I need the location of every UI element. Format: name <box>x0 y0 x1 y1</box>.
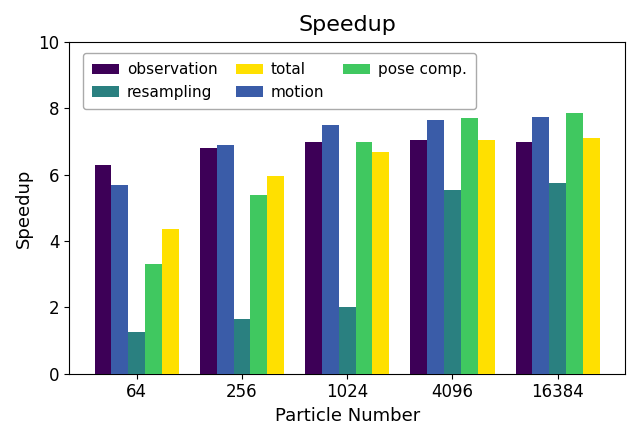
Title: Speedup: Speedup <box>298 15 396 35</box>
Bar <box>129 332 145 374</box>
Bar <box>200 148 217 374</box>
Bar <box>234 319 250 374</box>
Bar <box>427 120 444 374</box>
Bar <box>217 145 234 374</box>
Bar <box>95 165 111 374</box>
Bar <box>250 194 268 374</box>
Bar <box>162 230 179 374</box>
Bar <box>268 176 284 374</box>
Bar <box>339 307 356 374</box>
Bar <box>566 114 583 374</box>
Bar <box>111 185 129 374</box>
Bar <box>410 140 427 374</box>
Bar <box>372 152 389 374</box>
Bar <box>477 140 495 374</box>
Bar <box>516 142 532 374</box>
Bar <box>322 125 339 374</box>
X-axis label: Particle Number: Particle Number <box>275 407 420 425</box>
Bar <box>356 142 372 374</box>
Bar <box>461 118 477 374</box>
Bar <box>549 183 566 374</box>
Bar <box>305 142 322 374</box>
Bar <box>532 117 549 374</box>
Bar <box>145 264 162 374</box>
Bar <box>583 138 600 374</box>
Y-axis label: Speedup: Speedup <box>15 168 33 248</box>
Legend: observation, resampling, total, motion, pose comp.: observation, resampling, total, motion, … <box>83 53 476 109</box>
Bar <box>444 190 461 374</box>
